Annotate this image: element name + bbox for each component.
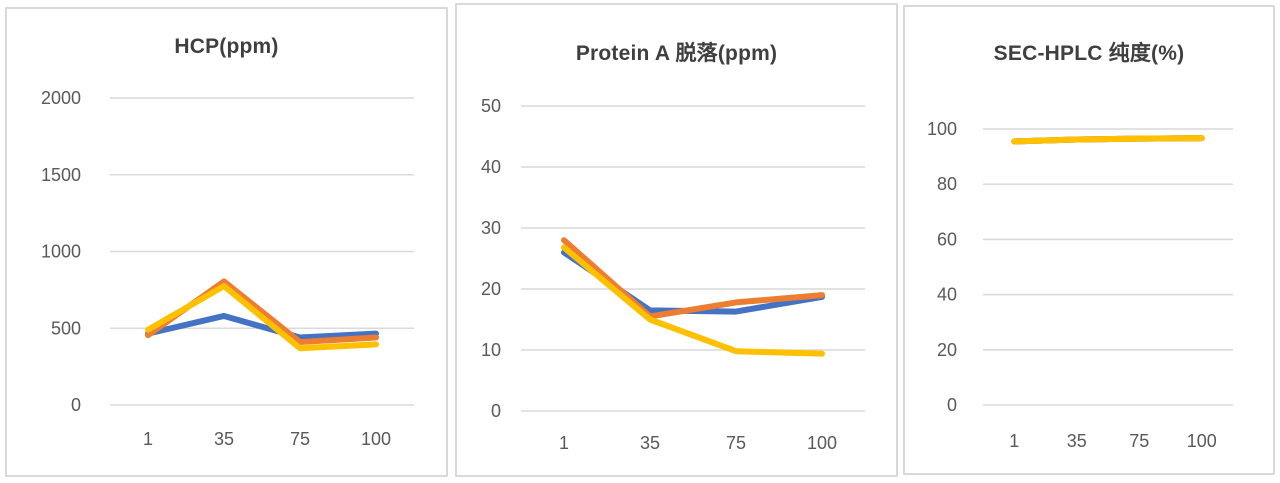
y-tick-label: 20: [481, 279, 501, 299]
x-tick-label: 100: [361, 429, 391, 449]
y-tick-label: 2000: [41, 88, 81, 108]
y-tick-label: 20: [937, 340, 957, 360]
chart-panel-sec-hplc: SEC-HPLC 纯度(%) 0 20 40 60 80 100 1 35 75 100: [903, 5, 1275, 475]
series-yellow: [145, 283, 379, 352]
y-tick-label: 40: [481, 157, 501, 177]
x-tick-label: 75: [1129, 431, 1149, 451]
x-tick-label: 1: [1009, 431, 1019, 451]
y-tick-label: 1500: [41, 165, 81, 185]
x-tick-label: 100: [807, 433, 837, 453]
x-tick-label: 35: [214, 429, 234, 449]
chart-title-sec-hplc: SEC-HPLC 纯度(%): [993, 42, 1185, 65]
chart-title-protein-a: Protein A 脱落(ppm): [575, 42, 778, 65]
y-tick-label: 0: [947, 395, 957, 415]
chart-panel-hcp: HCP(ppm) 0 500 1000 1500 2000 1 35 75 100: [5, 7, 448, 477]
x-tick-label: 100: [1187, 431, 1217, 451]
chart-panel-protein-a: Protein A 脱落(ppm) 0 10 20 30 40 50 1 35 75 100: [455, 3, 898, 477]
x-tick-label: 1: [143, 429, 153, 449]
y-tick-label: 50: [481, 96, 501, 116]
x-tick-label: 75: [726, 433, 746, 453]
y-tick-label: 60: [937, 229, 957, 249]
series-orange: [561, 237, 825, 320]
y-tick-label: 1000: [41, 242, 81, 262]
y-tick-label: 80: [937, 174, 957, 194]
y-tick-label: 40: [937, 285, 957, 305]
x-tick-label: 1: [559, 433, 569, 453]
protein-a-line-chart: 0 10 20 30 40 50 1 35 75 100: [481, 96, 865, 453]
series-blue: [145, 312, 379, 341]
sec-hplc-line-chart: 0 20 40 60 80 100 1 35 75 100: [927, 119, 1233, 451]
y-tick-label: 30: [481, 218, 501, 238]
y-tick-label: 0: [491, 401, 501, 421]
y-tick-label: 0: [71, 395, 81, 415]
x-tick-label: 35: [1067, 431, 1087, 451]
series-yellow: [561, 244, 825, 357]
chart-title-hcp: HCP(ppm): [174, 35, 279, 58]
x-tick-label: 35: [640, 433, 660, 453]
y-tick-label: 500: [51, 318, 81, 338]
y-tick-label: 10: [481, 340, 501, 360]
hcp-line-chart: 0 500 1000 1500 2000 1 35 75 100: [41, 88, 414, 449]
series-yellow: [1011, 135, 1205, 145]
y-tick-label: 100: [927, 119, 957, 139]
x-tick-label: 75: [290, 429, 310, 449]
